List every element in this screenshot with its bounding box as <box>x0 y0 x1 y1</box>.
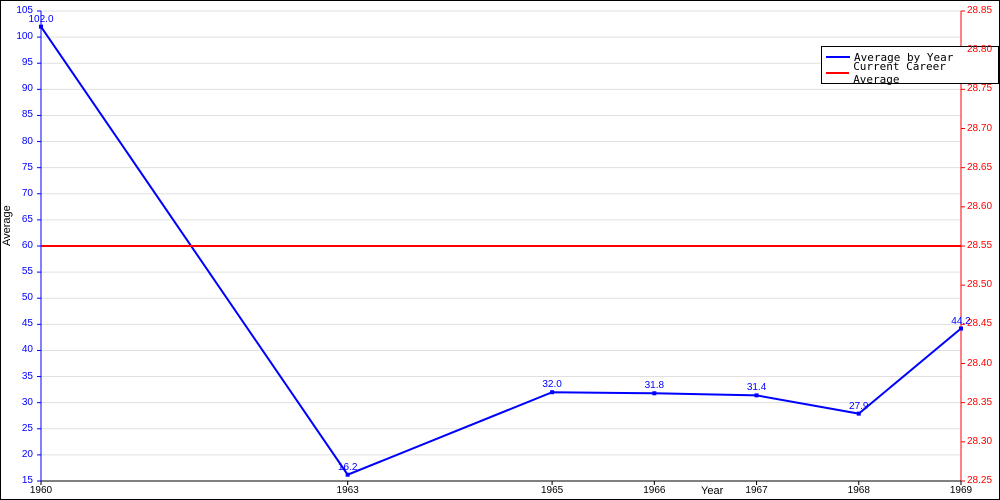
y-right-tick-label: 28.40 <box>967 358 992 369</box>
data-point-label: 31.4 <box>747 382 766 393</box>
data-point-label: 32.0 <box>542 379 561 390</box>
data-point-label: 16.2 <box>338 462 357 473</box>
data-point-label: 31.8 <box>645 380 664 391</box>
y-right-tick-label: 28.50 <box>967 279 992 290</box>
y-right-tick-label: 28.30 <box>967 436 992 447</box>
y-left-tick-label: 65 <box>22 214 33 225</box>
y-left-tick-label: 90 <box>22 83 33 94</box>
data-point-label: 44.2 <box>951 316 970 327</box>
y-left-tick-label: 75 <box>22 162 33 173</box>
y-left-tick-label: 60 <box>22 240 33 251</box>
y-left-tick-label: 20 <box>22 449 33 460</box>
y-left-tick-label: 45 <box>22 318 33 329</box>
y-left-tick-label: 35 <box>22 371 33 382</box>
y-right-tick-label: 28.80 <box>967 44 992 55</box>
x-axis-label: Year <box>701 485 723 497</box>
y-left-tick-label: 85 <box>22 109 33 120</box>
data-point-label: 27.9 <box>849 401 868 412</box>
x-tick-label: 1969 <box>950 485 972 496</box>
legend-swatch <box>826 72 849 74</box>
y-right-tick-label: 28.65 <box>967 162 992 173</box>
y-axis-label: Average <box>1 205 13 246</box>
y-right-tick-label: 28.55 <box>967 240 992 251</box>
y-left-tick-label: 95 <box>22 57 33 68</box>
y-right-tick-label: 28.45 <box>967 318 992 329</box>
y-right-tick-label: 28.60 <box>967 201 992 212</box>
legend-item: Current Career Average <box>826 65 994 81</box>
x-tick-label: 1965 <box>541 485 563 496</box>
y-right-tick-label: 28.85 <box>967 5 992 16</box>
y-left-tick-label: 55 <box>22 266 33 277</box>
x-tick-label: 1960 <box>30 485 52 496</box>
chart-container: Average by Year Current Career Average A… <box>0 0 1000 500</box>
y-right-tick-label: 28.70 <box>967 123 992 134</box>
data-point-label: 102.0 <box>28 14 53 25</box>
x-tick-label: 1968 <box>848 485 870 496</box>
y-left-tick-label: 100 <box>16 31 33 42</box>
x-tick-label: 1966 <box>643 485 665 496</box>
y-left-tick-label: 30 <box>22 397 33 408</box>
y-left-tick-label: 50 <box>22 292 33 303</box>
x-tick-label: 1963 <box>337 485 359 496</box>
y-left-tick-label: 40 <box>22 344 33 355</box>
y-left-tick-label: 80 <box>22 136 33 147</box>
y-left-tick-label: 25 <box>22 423 33 434</box>
legend-label: Current Career Average <box>853 60 994 86</box>
y-left-tick-label: 70 <box>22 188 33 199</box>
x-tick-label: 1967 <box>745 485 767 496</box>
legend-swatch <box>826 56 850 58</box>
y-right-tick-label: 28.75 <box>967 83 992 94</box>
y-right-tick-label: 28.35 <box>967 397 992 408</box>
